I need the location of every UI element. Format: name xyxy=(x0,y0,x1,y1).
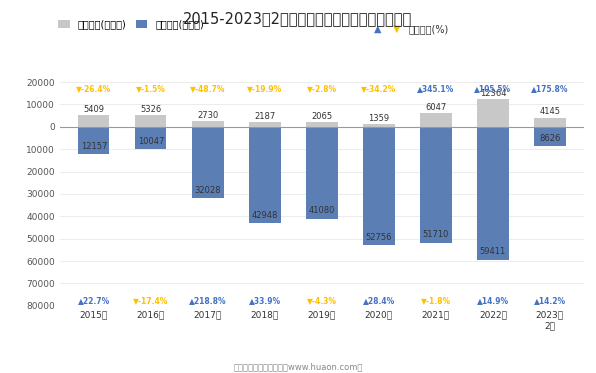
Text: 4145: 4145 xyxy=(539,107,560,116)
Text: 同比增速(%): 同比增速(%) xyxy=(408,24,449,34)
Text: 52756: 52756 xyxy=(365,232,392,242)
Text: ▼-1.8%: ▼-1.8% xyxy=(421,296,451,305)
Bar xyxy=(249,122,281,127)
Bar xyxy=(420,113,452,127)
Text: ▼-17.4%: ▼-17.4% xyxy=(133,296,169,305)
Bar xyxy=(78,127,110,154)
Text: 42948: 42948 xyxy=(252,211,278,220)
Text: ▲105.5%: ▲105.5% xyxy=(474,84,511,93)
Text: ▲14.9%: ▲14.9% xyxy=(477,296,509,305)
Text: 5409: 5409 xyxy=(83,104,104,114)
Bar xyxy=(135,127,166,149)
Text: 2730: 2730 xyxy=(197,110,219,120)
Bar xyxy=(420,127,452,242)
Text: 6047: 6047 xyxy=(425,103,446,112)
Bar xyxy=(363,124,395,127)
Text: ▼: ▼ xyxy=(393,24,400,34)
Text: 41080: 41080 xyxy=(309,206,335,215)
Text: ▲22.7%: ▲22.7% xyxy=(77,296,110,305)
Bar xyxy=(477,127,508,260)
Text: ▼-1.5%: ▼-1.5% xyxy=(136,84,166,93)
Text: 2187: 2187 xyxy=(254,112,275,121)
Text: ▲: ▲ xyxy=(374,24,382,34)
Text: 59411: 59411 xyxy=(480,247,506,256)
Text: ▲33.9%: ▲33.9% xyxy=(249,296,281,305)
Bar xyxy=(477,99,508,127)
Text: ▼-19.9%: ▼-19.9% xyxy=(247,84,283,93)
Bar xyxy=(78,115,110,127)
Bar xyxy=(306,127,337,219)
Text: 1359: 1359 xyxy=(368,114,389,123)
Text: 5326: 5326 xyxy=(140,105,162,114)
Text: 12157: 12157 xyxy=(80,142,107,151)
Text: ▲345.1%: ▲345.1% xyxy=(417,84,455,93)
Bar xyxy=(192,121,224,127)
Bar xyxy=(306,122,337,127)
Text: 10047: 10047 xyxy=(138,137,164,146)
Bar xyxy=(534,117,566,127)
Text: ▲175.8%: ▲175.8% xyxy=(531,84,569,93)
Text: 2015-2023年2月宁波前湾综合保税区进、出口额: 2015-2023年2月宁波前湾综合保税区进、出口额 xyxy=(184,11,412,26)
Text: ▼-26.4%: ▼-26.4% xyxy=(76,84,111,93)
Text: ▲28.4%: ▲28.4% xyxy=(363,296,395,305)
Legend: 出口总额(万美元), 进口总额(万美元): 出口总额(万美元), 进口总额(万美元) xyxy=(54,15,208,33)
Text: ▼-2.8%: ▼-2.8% xyxy=(307,84,337,93)
Bar xyxy=(192,127,224,198)
Text: 8626: 8626 xyxy=(539,134,561,143)
Text: ▼-34.2%: ▼-34.2% xyxy=(361,84,396,93)
Text: ▲218.8%: ▲218.8% xyxy=(189,296,226,305)
Text: ▼-48.7%: ▼-48.7% xyxy=(190,84,225,93)
Bar xyxy=(534,127,566,146)
Bar xyxy=(363,127,395,245)
Text: 制图：华经产业研究院（www.huaon.com）: 制图：华经产业研究院（www.huaon.com） xyxy=(233,362,363,371)
Text: ▼-4.3%: ▼-4.3% xyxy=(307,296,337,305)
Text: 12364: 12364 xyxy=(480,89,506,98)
Bar xyxy=(249,127,281,223)
Text: ▲14.2%: ▲14.2% xyxy=(534,296,566,305)
Text: 51710: 51710 xyxy=(423,230,449,239)
Text: 2065: 2065 xyxy=(311,112,333,121)
Bar xyxy=(135,115,166,127)
Text: 32028: 32028 xyxy=(194,186,221,195)
